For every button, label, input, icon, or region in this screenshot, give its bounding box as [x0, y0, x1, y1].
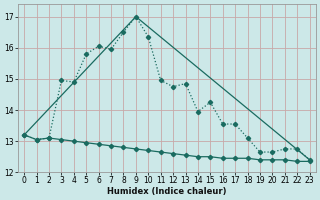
X-axis label: Humidex (Indice chaleur): Humidex (Indice chaleur): [107, 187, 227, 196]
